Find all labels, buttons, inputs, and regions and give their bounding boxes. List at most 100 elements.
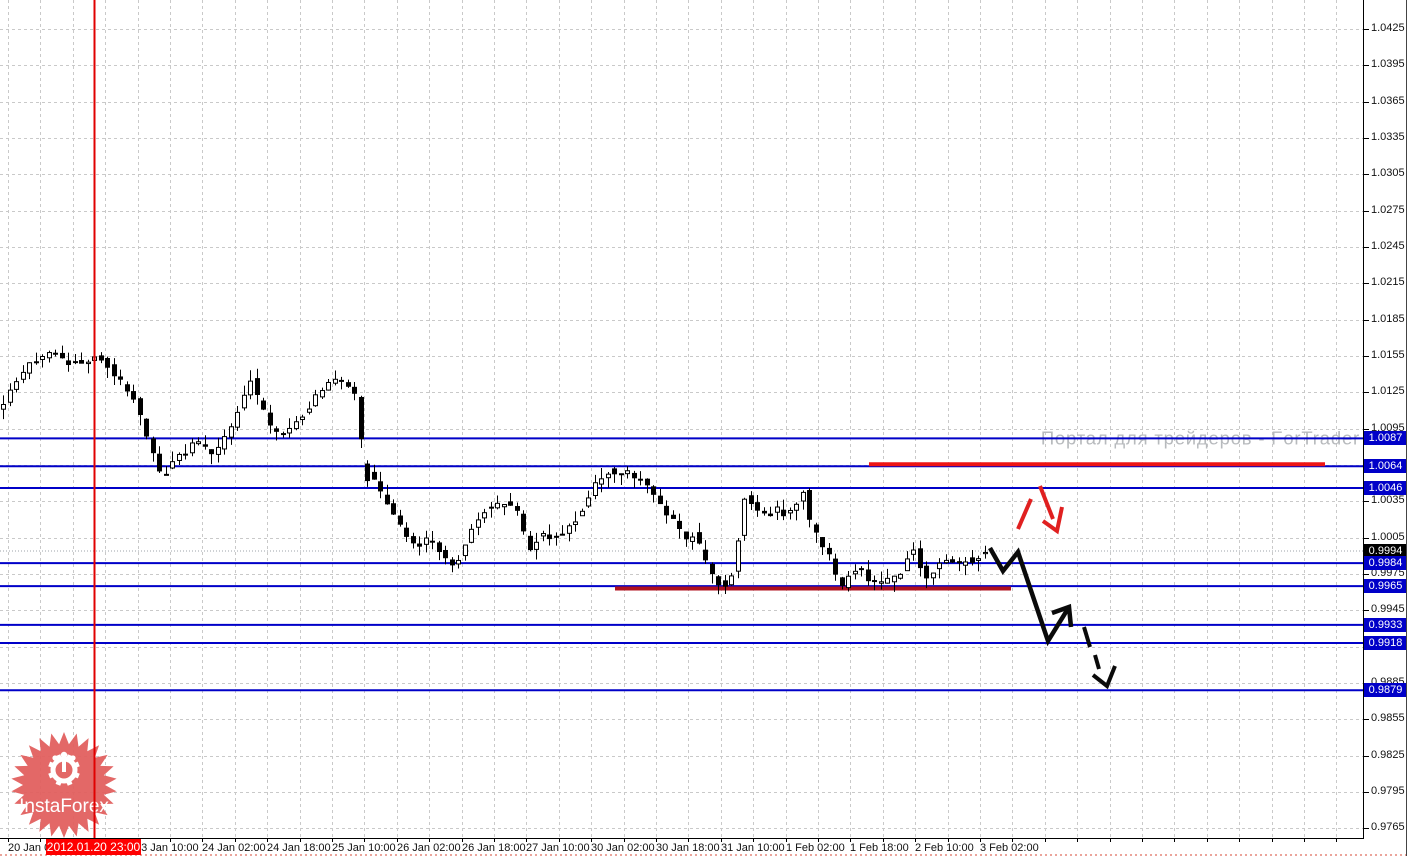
trend-arrow-red[interactable] [1041,506,1064,535]
time-tick-mark [1336,839,1337,842]
price-tick-mark [1364,719,1369,720]
candles-group [1,345,988,595]
price-tick-label: 0.9765 [1371,821,1405,833]
gear-icon [48,751,80,786]
time-tick-mark [40,839,41,842]
trend-arrow-red[interactable] [1016,498,1033,530]
time-tick-label: 26 Jan 02:00 [397,842,461,854]
price-tick-mark [1364,538,1369,539]
price-tick-label: 1.0335 [1371,131,1405,143]
time-tick-mark [235,839,236,842]
time-tick-mark [300,839,301,842]
time-tick-label: 26 Jan 18:00 [462,842,526,854]
price-tick-mark [1364,65,1369,66]
price-level-label: 1.0046 [1364,481,1407,495]
price-level-label: 0.9984 [1364,556,1407,570]
time-tick-mark [202,839,203,842]
time-tick-mark [364,839,365,842]
price-tick-label: 0.9795 [1371,785,1405,797]
price-tick-mark [1364,574,1369,575]
time-tick-mark [462,839,463,842]
price-tick-mark [1364,174,1369,175]
forecast-arrow-dashed[interactable] [1093,654,1101,670]
price-tick-label: 0.9945 [1371,603,1405,615]
trend-arrow-black[interactable] [1051,603,1074,628]
chart-area[interactable]: Портал для трейдеров - ForTrader InstaFor… [0,0,1364,839]
candlestick-chart[interactable]: Портал для трейдеров - ForTraderInstaFor… [0,0,1363,838]
time-tick-mark [170,839,171,842]
time-tick-mark [559,839,560,842]
time-tick-label: 31 Jan 10:00 [721,842,785,854]
price-level-label: 0.9918 [1364,636,1407,650]
price-tick-mark [1364,392,1369,393]
price-tick-mark [1364,283,1369,284]
time-tick-mark [1174,839,1175,842]
selected-time-marker[interactable]: 2012.01.20 23:00 [46,839,141,855]
price-tick-label: 0.9825 [1371,749,1405,761]
time-tick-mark [1077,839,1078,842]
price-tick-mark [1364,102,1369,103]
price-tick-mark [1364,828,1369,829]
time-tick-mark [1142,839,1143,842]
time-tick-mark [397,839,398,842]
price-tick-mark [1364,356,1369,357]
price-tick-label: 1.0215 [1371,276,1405,288]
price-tick-label: 1.0305 [1371,167,1405,179]
price-level-label: 1.0087 [1364,431,1407,445]
price-tick-label: 1.0395 [1371,58,1405,70]
current-price-label: 0.9994 [1364,544,1407,558]
time-tick-mark [526,839,527,842]
time-tick-mark [786,839,787,842]
time-tick-mark [721,839,722,842]
forecast-arrow-dashed[interactable] [1091,665,1117,690]
time-tick-mark [1012,839,1013,842]
time-tick-mark [1239,839,1240,842]
time-tick-label: 2 Feb 10:00 [915,842,974,854]
forecast-arrow-dashed[interactable] [1082,626,1092,648]
time-tick-mark [8,839,9,842]
instaforex-logo: InstaForex [11,732,117,838]
time-tick-mark [267,839,268,842]
price-tick-mark [1364,211,1369,212]
time-tick-label: 30 Jan 18:00 [656,842,720,854]
trend-arrow-red[interactable] [1038,485,1055,520]
price-tick-label: 1.0155 [1371,349,1405,361]
time-tick-mark [1207,839,1208,842]
axis-bottom-dotted-line [0,854,1407,856]
price-tick-mark [1364,138,1369,139]
time-tick-label: 25 Jan 10:00 [332,842,396,854]
price-tick-mark [1364,29,1369,30]
price-tick-label: 1.0185 [1371,313,1405,325]
time-tick-mark [850,839,851,842]
price-tick-label: 1.0365 [1371,95,1405,107]
time-tick-label: 1 Feb 18:00 [850,842,909,854]
time-tick-mark [948,839,949,842]
time-tick-mark [656,839,657,842]
price-axis[interactable]: 1.0425 1.0395 1.0365 1.0335 1.0305 1.0275 1.02… [1364,0,1407,838]
price-tick-label: 1.0245 [1371,240,1405,252]
price-tick-label: 1.0035 [1371,494,1405,506]
price-tick-label: 1.0125 [1371,385,1405,397]
trend-arrow-black[interactable] [988,546,1071,647]
time-tick-mark [591,839,592,842]
price-tick-label: 0.9855 [1371,712,1405,724]
time-tick-label: 23 Jan 10:00 [135,842,199,854]
time-tick-mark [1045,839,1046,842]
time-tick-label: 24 Jan 02:00 [202,842,266,854]
price-level-label: 0.9965 [1364,579,1407,593]
starburst-icon [11,732,117,838]
logo-text: InstaForex [19,796,109,817]
time-tick-mark [883,839,884,842]
price-tick-mark [1364,429,1369,430]
price-tick-mark [1364,792,1369,793]
price-tick-mark [1364,320,1369,321]
time-axis[interactable]: 2012.01.20 23:00 20 Jan 02:00 23 Jan 10:0… [0,839,1407,856]
time-tick-mark [429,839,430,842]
time-tick-label: 27 Jan 10:00 [526,842,590,854]
time-tick-mark [915,839,916,842]
price-tick-label: 0.9975 [1371,567,1405,579]
time-tick-mark [818,839,819,842]
time-tick-mark [494,839,495,842]
time-tick-mark [1110,839,1111,842]
price-tick-mark [1364,501,1369,502]
